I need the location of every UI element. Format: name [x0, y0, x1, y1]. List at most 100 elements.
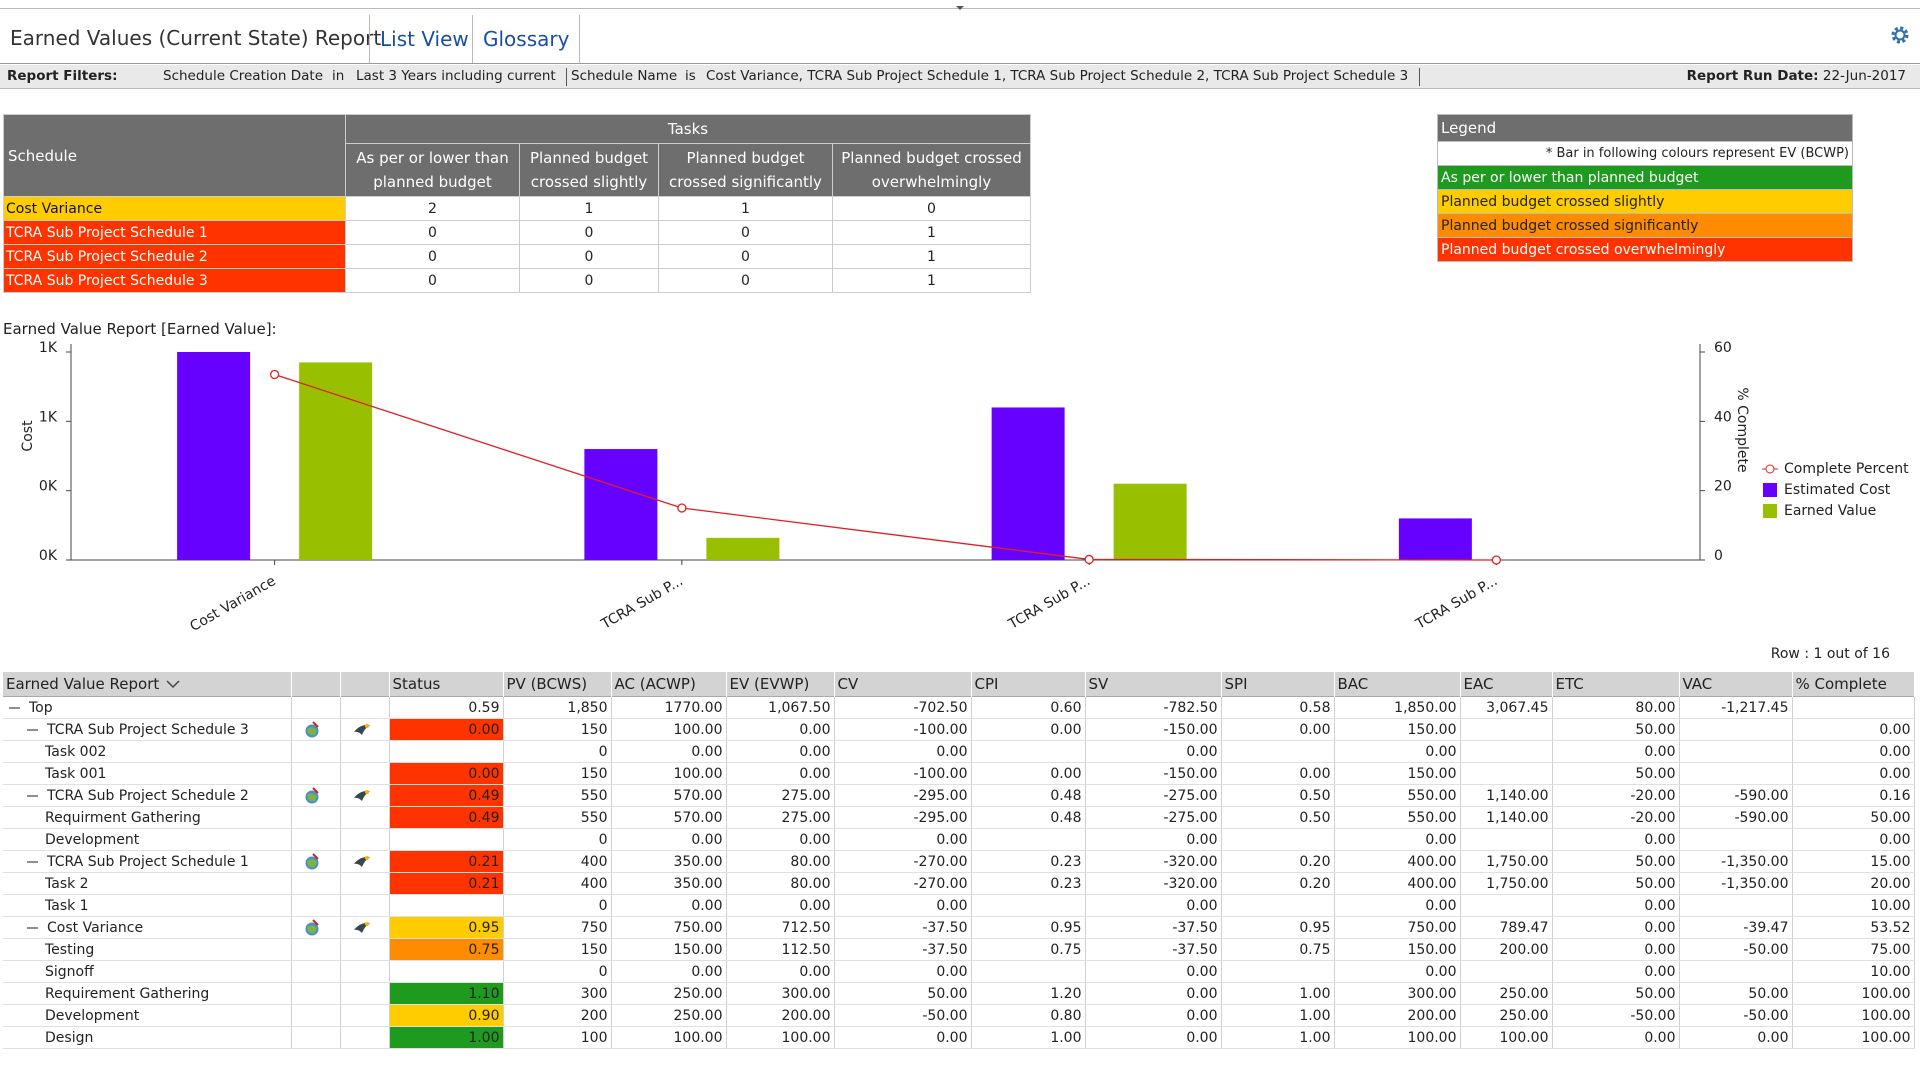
bird-icon[interactable] — [352, 919, 372, 937]
chart-title: Earned Value Report [Earned Value]: — [3, 320, 277, 338]
value-cell: -20.00 — [1552, 784, 1680, 807]
line-point — [1491, 555, 1502, 565]
globe-icon[interactable] — [303, 918, 323, 937]
summary-table: Schedule Tasks As per or lower than planne… — [3, 114, 1031, 293]
legend-item: As per or lower than planned budget — [1437, 165, 1853, 190]
bird-icon[interactable] — [352, 853, 372, 871]
value-cell: -37.50 — [1085, 916, 1222, 939]
legend-label: Estimated Cost — [1784, 482, 1891, 498]
line — [274, 373, 1497, 561]
icon-cell — [340, 762, 390, 785]
dropdown-icon[interactable] — [165, 679, 181, 689]
legend-title: Legend — [1437, 114, 1853, 142]
value-cell: 0.95 — [971, 916, 1086, 939]
icon-cell — [291, 960, 341, 983]
value-cell: 400 — [503, 850, 612, 873]
row-name-text: TCRA Sub Project Schedule 2 — [47, 787, 249, 804]
row-name-text: Signoff — [45, 963, 94, 980]
value-cell: 50.00 — [1552, 718, 1680, 741]
value-cell: 0.48 — [971, 806, 1086, 829]
value-cell: 300.00 — [726, 982, 835, 1005]
value-cell: 0 — [503, 894, 612, 917]
y2-tick-label: 20 — [1714, 479, 1732, 495]
x-tick-label: Cost Variance — [187, 573, 278, 635]
bird-icon[interactable] — [352, 721, 372, 739]
value-cell: 750.00 — [611, 916, 727, 939]
legend-row: * Bar in following colours represent EV … — [1437, 141, 1853, 166]
splitter-arrow[interactable] — [955, 5, 965, 11]
value-cell: 100.00 — [726, 1026, 835, 1049]
column-header[interactable]: Earned Value Report — [3, 672, 292, 697]
row-name: Development — [3, 1004, 292, 1027]
collapse-toggle[interactable] — [27, 792, 39, 800]
settings-icon[interactable] — [1888, 23, 1912, 47]
value-cell: -150.00 — [1085, 718, 1222, 741]
task-count: 1 — [832, 268, 1031, 293]
value-cell — [1679, 762, 1793, 785]
row-name: Requirment Gathering — [3, 806, 292, 829]
value-cell: 712.50 — [726, 916, 835, 939]
task-count: 2 — [345, 196, 520, 221]
bar — [1398, 518, 1472, 560]
value-cell: -270.00 — [834, 850, 972, 873]
value-cell — [1679, 894, 1793, 917]
line-point — [677, 503, 687, 513]
value-cell: 400 — [503, 872, 612, 895]
header-row: Schedule Tasks — [3, 114, 1031, 197]
value-cell: 0.50 — [1221, 806, 1335, 829]
schedule-name: TCRA Sub Project Schedule 2 — [3, 244, 346, 269]
icon-cell — [291, 696, 341, 719]
value-cell — [1460, 762, 1553, 785]
value-cell — [1460, 894, 1553, 917]
value-cell: -275.00 — [1085, 784, 1222, 807]
legend-label: Complete Percent — [1784, 461, 1909, 477]
value-cell: 0.00 — [1085, 982, 1222, 1005]
value-cell: -50.00 — [1679, 938, 1793, 961]
task-count: 0 — [345, 220, 520, 245]
collapse-toggle[interactable] — [27, 924, 39, 932]
row-count: Row : 1 out of 16 — [1770, 646, 1890, 662]
value-cell: 0.00 — [834, 960, 972, 983]
chart: 0K 0K 1K 1K 0 20 40 60 Cost % Complete Cost Varian… — [20, 340, 1909, 635]
value-cell: 0.00 — [1552, 960, 1680, 983]
task-count: 0 — [832, 196, 1031, 221]
bar — [177, 352, 251, 560]
value-cell: 0.00 — [1085, 740, 1222, 763]
collapse-toggle[interactable] — [27, 726, 39, 734]
value-cell: 80.00 — [726, 850, 835, 873]
value-cell: 350.00 — [611, 850, 727, 873]
value-cell: 1,067.50 — [726, 696, 835, 719]
column-header: SV — [1085, 672, 1222, 697]
value-cell: 200.00 — [726, 1004, 835, 1027]
tab[interactable]: Glossary — [472, 15, 581, 63]
status-cell — [389, 740, 504, 763]
collapse-toggle[interactable] — [9, 704, 21, 712]
icon-cell — [340, 828, 390, 851]
tab[interactable]: List View — [369, 15, 479, 63]
value-cell — [1460, 740, 1553, 763]
column-header: Planned budget crossed slightly — [519, 143, 659, 197]
value-cell — [1679, 828, 1793, 851]
value-cell — [971, 828, 1086, 851]
value-cell: 0.00 — [726, 828, 835, 851]
column-header: BAC — [1334, 672, 1461, 697]
value-cell: 0 — [503, 740, 612, 763]
filter-value: Last 3 Years including current — [356, 68, 556, 84]
value-cell: 0.58 — [1221, 696, 1335, 719]
globe-icon[interactable] — [303, 720, 323, 739]
value-cell: -50.00 — [1679, 1004, 1793, 1027]
value-cell: 1,140.00 — [1460, 806, 1553, 829]
globe-icon[interactable] — [303, 786, 323, 805]
legend-item: Planned budget crossed slightly — [1437, 189, 1853, 214]
value-cell: 150 — [503, 718, 612, 741]
line-point — [269, 369, 280, 380]
bird-icon[interactable] — [352, 787, 372, 805]
report-row: Requirment Gathering 0.49 550 570.00 275.00-… — [3, 806, 1915, 829]
collapse-toggle[interactable] — [27, 858, 39, 866]
value-cell: -275.00 — [1085, 806, 1222, 829]
icon-cell — [340, 806, 390, 829]
legend-row: Planned budget crossed slightly — [1437, 189, 1853, 214]
value-cell: 0.95 — [1221, 916, 1335, 939]
globe-icon[interactable] — [303, 852, 323, 871]
